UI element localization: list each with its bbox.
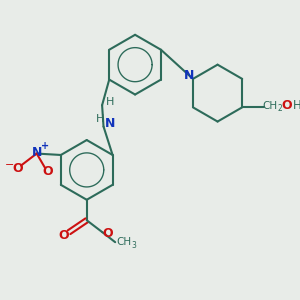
Text: CH: CH xyxy=(262,100,278,111)
Text: O: O xyxy=(42,165,53,178)
Text: 2: 2 xyxy=(277,104,282,113)
Text: +: + xyxy=(40,141,49,151)
Text: O: O xyxy=(282,99,292,112)
Text: N: N xyxy=(32,146,42,159)
Text: O: O xyxy=(12,162,23,175)
Text: CH: CH xyxy=(117,237,132,247)
Text: N: N xyxy=(184,69,194,82)
Text: H: H xyxy=(106,97,114,107)
Text: O: O xyxy=(102,227,113,240)
Text: H: H xyxy=(96,114,104,124)
Text: 3: 3 xyxy=(131,241,136,250)
Text: H: H xyxy=(293,99,300,112)
Text: N: N xyxy=(105,117,115,130)
Text: O: O xyxy=(59,229,69,242)
Text: −: − xyxy=(4,160,14,170)
